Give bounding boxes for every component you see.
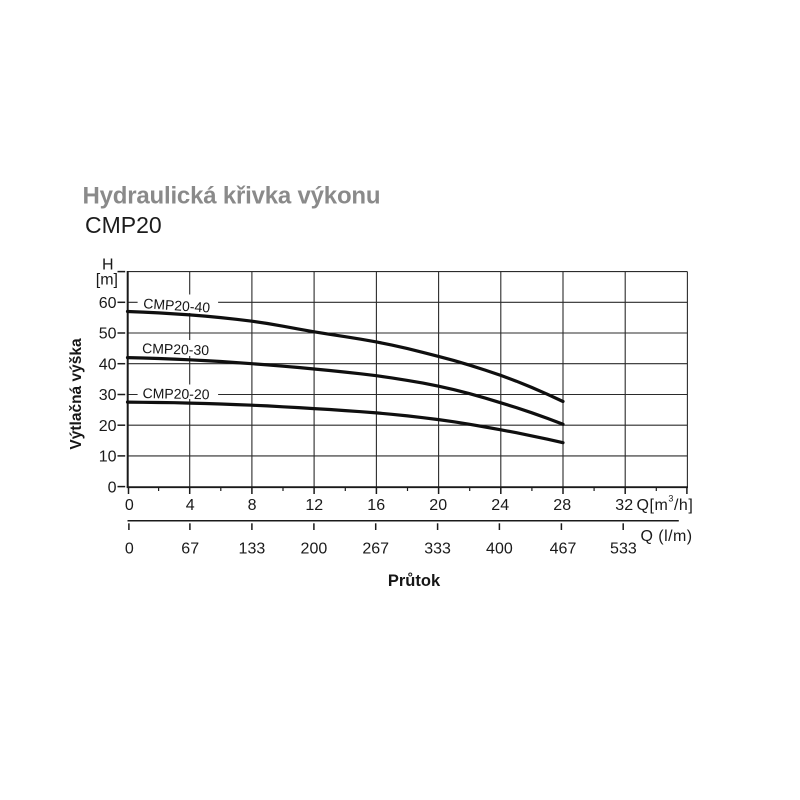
svg-text:20: 20 (429, 497, 447, 514)
svg-text:CMP20: CMP20 (85, 212, 162, 238)
svg-text:267: 267 (362, 541, 389, 558)
svg-text:24: 24 (491, 497, 509, 514)
svg-text:Výtlačná výška: Výtlačná výška (68, 338, 85, 450)
svg-text:Q (l/m): Q (l/m) (641, 528, 693, 545)
svg-text:H: H (102, 257, 114, 274)
svg-text:200: 200 (301, 541, 328, 558)
svg-text:533: 533 (610, 541, 637, 558)
svg-text:50: 50 (99, 326, 117, 343)
svg-text:467: 467 (550, 541, 577, 558)
svg-text:0: 0 (125, 541, 134, 558)
svg-text:40: 40 (99, 356, 117, 373)
svg-text:16: 16 (367, 497, 385, 514)
svg-text:0: 0 (108, 479, 117, 496)
svg-text:10: 10 (99, 449, 117, 466)
svg-text:400: 400 (486, 541, 513, 558)
svg-text:8: 8 (248, 497, 257, 514)
svg-text:Průtok: Průtok (388, 572, 441, 590)
svg-text:CMP20-20: CMP20-20 (142, 385, 209, 402)
svg-text:Q[m3/h]: Q[m3/h] (637, 494, 694, 515)
svg-text:[m]: [m] (96, 272, 118, 289)
svg-text:333: 333 (424, 541, 451, 558)
svg-text:28: 28 (553, 497, 571, 514)
svg-text:CMP20-40: CMP20-40 (143, 295, 211, 315)
svg-text:CMP20-30: CMP20-30 (142, 340, 210, 358)
svg-text:67: 67 (181, 541, 199, 558)
svg-text:30: 30 (99, 387, 117, 404)
svg-text:32: 32 (615, 497, 633, 514)
svg-text:20: 20 (99, 418, 117, 435)
svg-text:4: 4 (186, 497, 195, 514)
svg-text:12: 12 (305, 497, 323, 514)
svg-text:133: 133 (239, 541, 266, 558)
svg-text:60: 60 (99, 295, 117, 312)
svg-text:0: 0 (125, 497, 134, 514)
svg-text:Hydraulická křivka výkonu: Hydraulická křivka výkonu (83, 183, 381, 210)
